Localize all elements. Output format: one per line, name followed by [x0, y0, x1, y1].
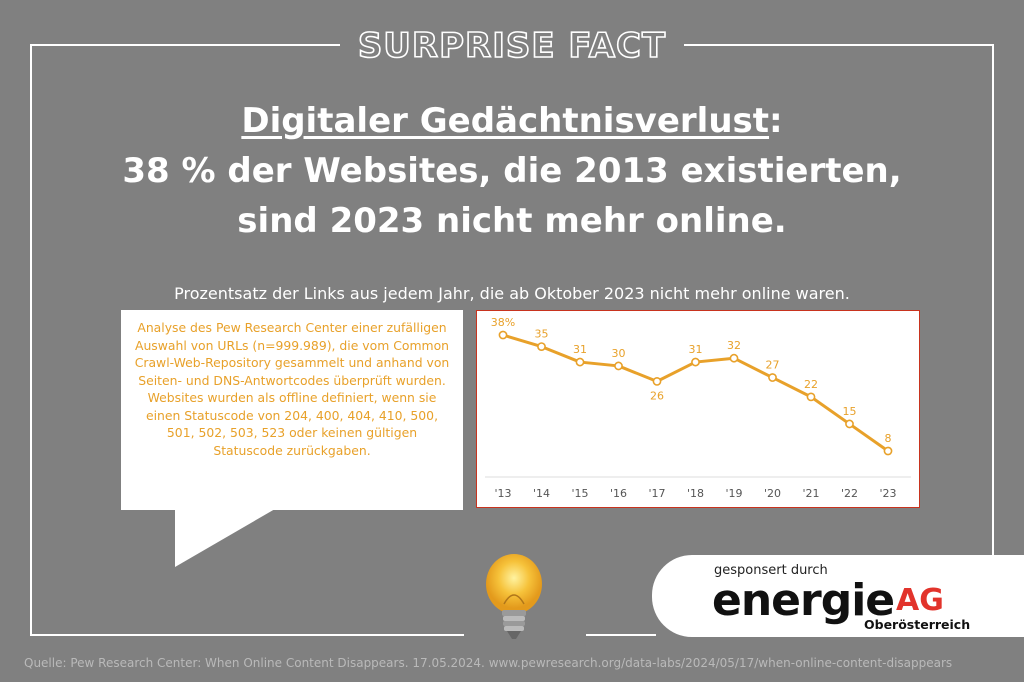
data-point: [691, 357, 700, 367]
data-label: 27: [766, 359, 780, 372]
data-label: 22: [804, 378, 818, 391]
frame-bottom-right: [586, 634, 656, 636]
frame-left: [30, 44, 32, 636]
sponsor-badge: gesponsert durch energie AG Oberösterrei…: [652, 555, 1024, 637]
frame-bottom-left: [30, 634, 464, 636]
sponsor-logo-ag: AG: [896, 583, 944, 618]
x-tick-label: '21: [802, 487, 819, 500]
method-callout: Analyse des Pew Research Center einer zu…: [121, 310, 463, 510]
data-label: 30: [612, 347, 626, 360]
data-point: [768, 373, 777, 382]
data-point: [614, 361, 623, 371]
callout-tail: [175, 509, 275, 567]
data-label: 35: [535, 328, 549, 341]
data-label: 8: [885, 432, 892, 445]
data-point: [883, 446, 893, 456]
headline: Digitaler Gedächtnisverlust: 38 % der We…: [0, 96, 1024, 246]
chart-subtitle: Prozentsatz der Links aus jedem Jahr, di…: [174, 284, 850, 303]
headline-line3: sind 2023 nicht mehr online.: [237, 201, 787, 241]
chart-panel: 38% '13 35 '14 31 '15 30 '16 26 '17 31 '18 32 '19 27 '2…: [476, 310, 920, 508]
data-point: [652, 377, 662, 386]
headline-keyword: Digitaler Gedächtnisverlust: [241, 101, 770, 141]
x-tick-label: '13: [494, 487, 511, 500]
data-label: 32: [727, 339, 741, 352]
data-point: [806, 392, 816, 402]
x-tick-label: '16: [610, 487, 627, 500]
sponsor-logo-region: Oberösterreich: [864, 617, 971, 632]
headline-colon: :: [769, 101, 783, 141]
frame-right: [992, 44, 994, 556]
x-tick-label: '14: [533, 487, 550, 500]
frame-top-left: [30, 44, 340, 46]
x-tick-label: '19: [725, 487, 742, 500]
data-point: [498, 330, 508, 340]
data-point: [575, 357, 585, 367]
headline-line2: 38 % der Websites, die 2013 existierten,: [122, 151, 902, 191]
data-label: 15: [843, 405, 857, 418]
x-tick-label: '15: [571, 487, 588, 500]
banner-title: SURPRISE FACT: [357, 25, 667, 67]
data-point: [729, 353, 739, 363]
line-chart: 38% '13 35 '14 31 '15 30 '16 26 '17 31 '18 32 '19 27 '2…: [485, 316, 911, 500]
data-point: [537, 342, 546, 351]
data-point: [845, 419, 854, 429]
x-tick-label: '18: [687, 487, 704, 500]
frame-top-right: [684, 44, 994, 46]
method-callout-text: Analyse des Pew Research Center einer zu…: [134, 320, 450, 458]
sponsor-logo-wordmark: energie: [712, 575, 895, 626]
headline-line1: Digitaler Gedächtnisverlust:: [0, 96, 1024, 146]
x-tick-label: '17: [648, 487, 665, 500]
data-label: 31: [573, 343, 587, 356]
data-label: 26: [650, 389, 664, 402]
data-label: 31: [689, 343, 703, 356]
x-tick-label: '20: [764, 487, 781, 500]
x-tick-label: '22: [841, 487, 858, 500]
source-citation: Quelle: Pew Research Center: When Online…: [24, 656, 953, 670]
x-tick-label: '23: [879, 487, 896, 500]
sponsor-label: gesponsert durch: [714, 563, 828, 578]
data-label: 38%: [491, 316, 515, 329]
light-bulb-icon: [486, 554, 542, 639]
